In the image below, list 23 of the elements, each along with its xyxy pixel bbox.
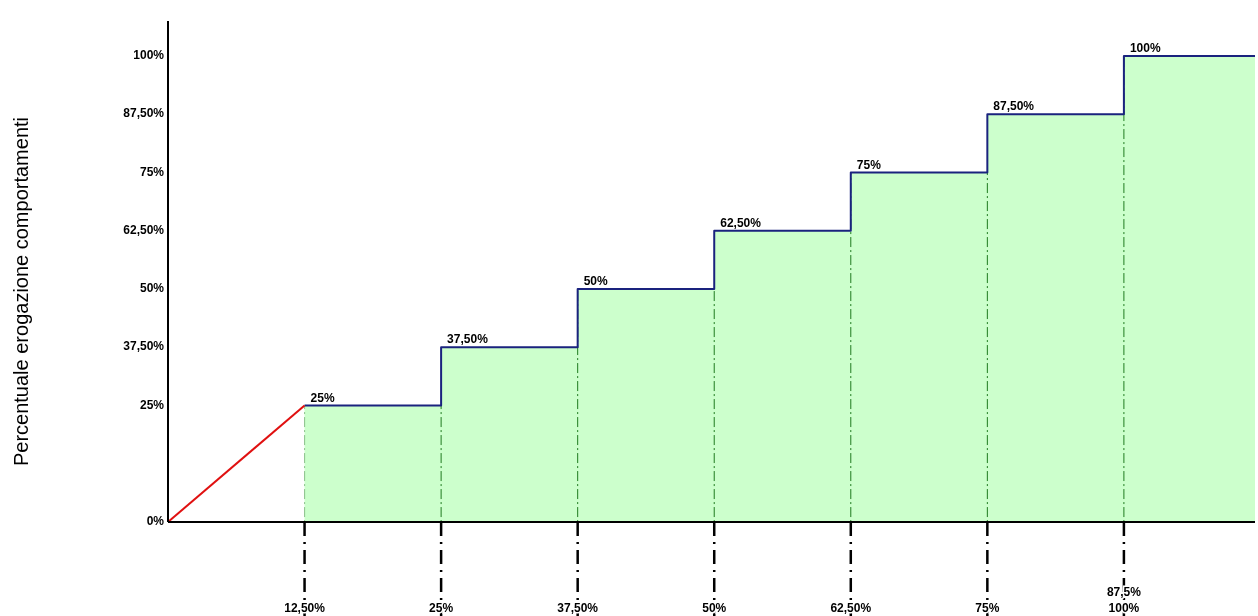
y-axis-title: Percentuale erogazione comportamenti <box>10 116 32 467</box>
x-tick-label: 87,5% 100% <box>1106 585 1142 615</box>
data-label: 62,50% <box>720 215 762 230</box>
data-label: 25% <box>310 390 335 405</box>
y-tick-label: 25% <box>139 397 165 412</box>
x-tick-label: 25% <box>429 601 454 615</box>
data-label: 75% <box>856 157 882 172</box>
y-tick-label: 75% <box>139 164 165 179</box>
data-label: 87,50% <box>993 99 1035 114</box>
y-tick-label: 50% <box>139 281 165 296</box>
x-tick-label: 50% <box>702 601 727 615</box>
data-label: 50% <box>583 274 609 288</box>
x-tick-label: 75% <box>975 601 1000 615</box>
y-tick-label: 37,50% <box>123 339 165 354</box>
data-label: 37,50% <box>447 332 489 347</box>
y-tick-label: 87,50% <box>123 106 165 121</box>
x-tick-label: 37,50% <box>557 601 599 615</box>
y-tick-label: 0% <box>146 514 165 529</box>
y-tick-label: 100% <box>133 48 165 63</box>
data-label: 100% <box>1129 41 1161 55</box>
y-tick-label: 62,50% <box>123 222 165 237</box>
x-tick-label: 62,50% <box>830 601 872 615</box>
x-tick-label: 12,50% <box>284 601 326 615</box>
